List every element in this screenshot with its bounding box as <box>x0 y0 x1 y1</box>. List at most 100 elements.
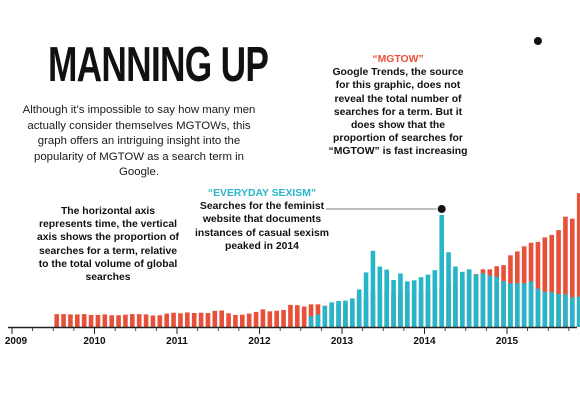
mgtow-bar <box>549 234 554 327</box>
everyday-sexism-bar <box>521 283 527 327</box>
mgtow-bar <box>171 312 176 327</box>
everyday-sexism-bar <box>439 215 444 327</box>
everyday-sexism-bar <box>405 281 410 327</box>
mgtow-annotation-title: “MGTOW” <box>372 54 424 65</box>
everyday-sexism-bar <box>487 275 493 327</box>
everyday-sexism-bar <box>542 291 548 327</box>
mgtow-bar <box>75 314 80 327</box>
everyday-sexism-bar <box>446 252 451 327</box>
everyday-sexism-bar <box>501 281 506 327</box>
mgtow-annotation: “MGTOW” Google Trends, the source for th… <box>328 53 468 159</box>
x-tick-label: 2010 <box>83 336 106 347</box>
mgtow-bar <box>295 305 300 327</box>
everyday-sexism-bar <box>494 276 499 327</box>
mgtow-bar <box>219 310 224 327</box>
mgtow-bar <box>109 315 114 327</box>
everyday-sexism-bar <box>549 292 554 327</box>
mgtow-peak-marker <box>533 37 542 45</box>
everyday-sexism-annotation: “EVERYDAY SEXISM” Searches for the femin… <box>188 187 336 253</box>
mgtow-annotation-body: Google Trends, the source for this graph… <box>328 67 468 158</box>
mgtow-bar <box>535 241 541 327</box>
everyday-sexism-bar <box>453 266 458 327</box>
everyday-sexism-bar <box>480 273 486 327</box>
mgtow-bar <box>61 314 66 327</box>
mgtow-bar <box>240 314 245 327</box>
everyday-sexism-bar <box>370 250 376 327</box>
everyday-sexism-bar <box>308 316 314 327</box>
x-tick-label: 2014 <box>413 336 436 347</box>
mgtow-bar <box>205 313 211 327</box>
mgtow-bar <box>185 312 190 327</box>
mgtow-bar <box>68 314 73 327</box>
everyday-sexism-bar <box>391 279 396 327</box>
mgtow-bar <box>563 216 568 327</box>
mgtow-bar <box>130 314 135 327</box>
headline: MANNING UP <box>48 38 269 92</box>
everyday-sexism-bar <box>473 274 479 327</box>
mgtow-bar <box>123 314 128 327</box>
mgtow-bar <box>150 315 156 327</box>
mgtow-bar <box>233 314 238 327</box>
mgtow-bar <box>143 314 149 327</box>
everyday-sexism-bar <box>570 297 575 327</box>
everyday-sexism-bar <box>356 289 362 327</box>
everyday-sexism-bar <box>363 272 369 327</box>
everyday-sexism-bar <box>528 281 534 327</box>
mgtow-bar <box>178 313 183 327</box>
bars-layer <box>54 193 580 327</box>
mgtow-bar <box>212 310 218 327</box>
mgtow-bar <box>570 218 575 327</box>
mgtow-bar <box>191 313 197 327</box>
everyday-sexism-bar <box>425 274 431 327</box>
everyday-sexism-peak-marker <box>437 205 446 213</box>
mgtow-bar <box>542 237 548 327</box>
mgtow-bar <box>164 313 169 327</box>
mgtow-bar <box>81 314 87 327</box>
everyday-sexism-bar <box>398 273 403 327</box>
everyday-sexism-bar <box>350 298 355 327</box>
mgtow-bar <box>253 311 259 327</box>
mgtow-bar <box>198 312 204 327</box>
x-tick-label: 2009 <box>5 336 28 347</box>
x-axis: 2009 2010 2011 2012 2013 2014 2015 <box>5 326 577 347</box>
everyday-sexism-bar <box>336 300 341 327</box>
mgtow-bar <box>301 306 307 327</box>
everyday-sexism-bar <box>432 270 438 327</box>
x-tick-label: 2011 <box>166 336 188 347</box>
mgtow-bar <box>88 314 94 327</box>
markers-layer <box>326 37 542 213</box>
x-tick-label: 2013 <box>331 336 354 347</box>
everyday-sexism-bar <box>418 277 424 327</box>
mgtow-bar <box>281 309 286 327</box>
mgtow-bar <box>274 310 279 327</box>
everyday-sexism-bar <box>411 280 417 327</box>
everyday-sexism-annotation-title: “EVERYDAY SEXISM” <box>207 188 317 199</box>
everyday-sexism-bar <box>377 266 383 327</box>
everyday-sexism-bar <box>315 314 321 327</box>
everyday-sexism-bar <box>329 302 334 327</box>
everyday-sexism-bar <box>556 293 561 327</box>
everyday-sexism-bar <box>563 294 568 327</box>
everyday-sexism-bar <box>384 269 389 327</box>
everyday-sexism-bar <box>576 296 580 327</box>
mgtow-bar <box>226 313 231 327</box>
everyday-sexism-bar <box>322 306 328 327</box>
mgtow-bar <box>102 314 108 327</box>
mgtow-bar <box>267 311 273 327</box>
everyday-sexism-bar <box>508 283 513 327</box>
mgtow-bar <box>576 193 580 327</box>
everyday-sexism-bar <box>515 283 520 327</box>
mgtow-bar <box>288 304 293 327</box>
intro-text: Although it’s impossible to say how many… <box>22 104 256 178</box>
x-tick-label: 2015 <box>496 336 519 347</box>
everyday-sexism-bar <box>466 269 472 327</box>
x-tick-label: 2012 <box>248 336 271 347</box>
axis-explanation: The horizontal axis represents time, the… <box>36 206 179 284</box>
mgtow-bar <box>136 314 142 327</box>
mgtow-bar <box>260 309 266 327</box>
mgtow-bar <box>157 315 163 327</box>
mgtow-bar <box>556 230 561 327</box>
mgtow-bar <box>246 313 252 327</box>
everyday-sexism-bar <box>460 271 465 327</box>
